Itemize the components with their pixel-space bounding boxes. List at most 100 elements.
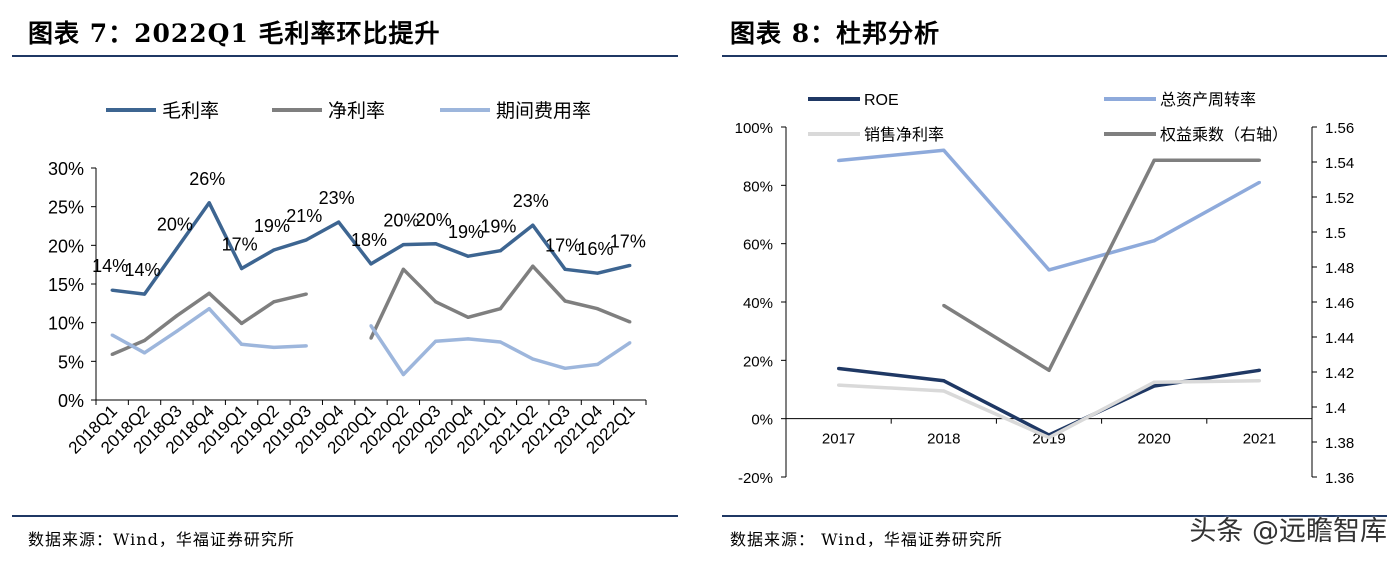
data-point (531, 223, 535, 227)
data-point (1257, 180, 1261, 185)
data-label: 17% (545, 235, 581, 255)
legend-label-3: 销售净利率 (864, 126, 944, 144)
y-right-tick-label: 1.46 (1325, 295, 1354, 312)
data-label: 19% (254, 216, 290, 236)
data-point (175, 246, 179, 251)
data-point (110, 333, 114, 337)
data-label: 14% (92, 256, 128, 276)
left-chart-panel: 图表 7：2022Q1 毛利率环比提升 毛利率 净利率 期间费用率 0% 5% 10% 15… (0, 0, 690, 564)
y-tick-label: 0% (58, 391, 84, 411)
y-tick-label: 5% (58, 352, 84, 372)
data-point (563, 299, 567, 303)
y-left-tick-label: 100% (735, 120, 773, 137)
data-point (272, 345, 276, 350)
data-point (369, 336, 373, 340)
x-tick-label: 2018 (927, 431, 960, 448)
data-point (239, 266, 244, 271)
data-point (628, 263, 632, 268)
data-point (628, 341, 632, 345)
y-right-tick-label: 1.44 (1325, 330, 1354, 347)
data-point (1152, 158, 1156, 162)
data-point (837, 158, 841, 163)
data-point (1152, 239, 1156, 243)
y-right-tick-label: 1.48 (1325, 260, 1354, 277)
y-left-tick-label: 80% (743, 178, 773, 195)
data-label: 26% (189, 169, 225, 189)
y-tick-label: 15% (48, 275, 84, 295)
left-source-rule (12, 515, 678, 517)
data-point (1152, 380, 1156, 384)
data-label: 23% (513, 191, 549, 211)
left-source-note: 数据来源：Wind，华福证券研究所 (28, 530, 295, 549)
data-label: 20% (157, 214, 193, 234)
data-label: 17% (610, 231, 646, 251)
data-point (466, 337, 470, 341)
data-label: 19% (480, 217, 516, 237)
series-line-4 (942, 158, 1260, 373)
data-point (207, 291, 211, 295)
y-tick-label: 10% (48, 314, 84, 334)
right-source-rule (722, 515, 1387, 517)
data-point (207, 307, 211, 311)
data-point (239, 321, 244, 326)
y-right-tick-label: 1.5 (1325, 225, 1346, 242)
y-tick-label: 25% (48, 198, 84, 218)
y-left-tick-label: 40% (743, 295, 773, 312)
y-right-tick-label: 1.42 (1325, 365, 1354, 382)
left-chart-title: 图表 7：2022Q1 毛利率环比提升 (28, 19, 441, 48)
data-point (110, 288, 114, 292)
data-point (401, 372, 405, 377)
series-line-2 (111, 264, 631, 357)
data-point (1257, 158, 1261, 162)
watermark: 头条 @远瞻智库 (1189, 516, 1387, 547)
legend-label-1: ROE (864, 92, 899, 109)
series-line-3 (111, 306, 631, 377)
y-left-tick-label: 0% (751, 412, 773, 429)
data-point (942, 148, 946, 152)
y-right-tick-label: 1.4 (1325, 400, 1346, 417)
data-point (1257, 379, 1261, 383)
data-point (563, 267, 567, 271)
data-point (207, 201, 211, 205)
data-point (498, 249, 503, 253)
data-label: 19% (448, 222, 484, 242)
data-label: 21% (286, 206, 322, 226)
legend-label-2: 净利率 (328, 100, 385, 122)
data-point (942, 303, 946, 308)
data-point (434, 300, 438, 304)
data-point (837, 366, 841, 371)
y-left-tick-label: 60% (743, 237, 773, 254)
legend-label-3: 期间费用率 (496, 100, 591, 122)
series-line-3 (838, 379, 1260, 440)
data-point (595, 271, 600, 275)
data-point (175, 314, 179, 318)
y-right-tick-label: 1.54 (1325, 155, 1354, 172)
data-point (272, 300, 276, 304)
left-title-rule (12, 55, 678, 57)
data-point (401, 242, 405, 247)
right-chart-panel: 图表 8：杜邦分析 ROE 总资产周转率 销售净利率 权益乘数（右轴） -20% 0% 20… (710, 0, 1399, 564)
data-point (434, 242, 438, 246)
legend-label-2: 总资产周转率 (1160, 91, 1256, 109)
data-point (595, 362, 600, 367)
y-right-tick-label: 1.36 (1325, 470, 1354, 487)
data-point (142, 338, 147, 343)
data-point (498, 307, 503, 311)
right-chart-title: 图表 8：杜邦分析 (730, 19, 941, 48)
data-label: 16% (577, 239, 613, 259)
data-point (1047, 368, 1051, 372)
data-point (175, 329, 179, 333)
data-point (466, 315, 470, 319)
x-tick-label: 2020 (1138, 431, 1171, 448)
data-point (304, 292, 308, 296)
y-right-tick-label: 1.38 (1325, 435, 1354, 452)
right-title-rule (722, 55, 1387, 57)
y-right-tick-label: 1.52 (1325, 190, 1354, 207)
data-point (369, 324, 373, 328)
data-point (466, 254, 470, 258)
series-line-1 (838, 366, 1260, 437)
data-point (628, 320, 632, 324)
data-point (837, 383, 841, 387)
y-left-tick-label: -20% (738, 470, 773, 487)
data-point (239, 342, 244, 346)
